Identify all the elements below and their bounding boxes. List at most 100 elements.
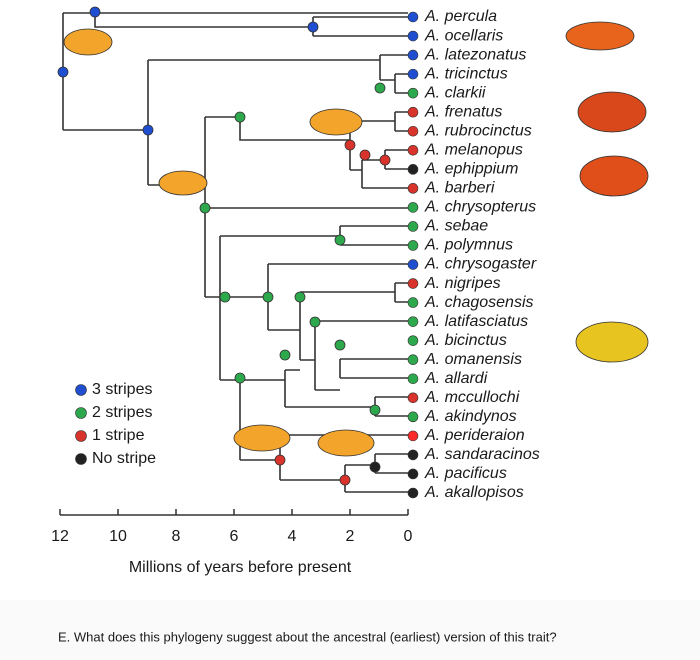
legend-dot — [75, 430, 87, 442]
tick-label: 0 — [404, 528, 413, 545]
node-dot — [309, 316, 321, 328]
tip-dot — [407, 297, 419, 308]
tip-label: A. sandaracinos — [424, 446, 540, 463]
tip-label: A. mccullochi — [424, 389, 520, 406]
node-dot — [234, 111, 246, 123]
legend-label: No stripe — [92, 450, 156, 467]
tip-label: A. nigripes — [424, 275, 501, 292]
tip-label: A. ephippium — [424, 161, 518, 178]
tip-dot — [407, 392, 419, 404]
tip-label: A. sebae — [424, 218, 488, 235]
tip-label: A. chrysogaster — [424, 256, 537, 273]
fish-icon — [309, 108, 363, 136]
tip-label: A. latifasciatus — [424, 313, 528, 330]
legend-label: 2 stripes — [92, 404, 152, 421]
fish-photo — [575, 321, 649, 363]
tip-dot — [407, 449, 419, 461]
node-dot — [279, 349, 291, 361]
tip-dot — [407, 259, 419, 270]
tick-label: 6 — [230, 528, 239, 545]
tip-label: A. pacificus — [424, 465, 507, 482]
node-dot — [339, 474, 351, 486]
question-area — [0, 600, 700, 660]
tip-label: A. chrysopterus — [424, 199, 536, 216]
node-dot — [274, 454, 286, 466]
tip-label: A. rubrocinctus — [424, 122, 532, 139]
tick-label: 8 — [172, 528, 181, 545]
node-dot — [369, 461, 381, 473]
tip-label: A. perideraion — [424, 427, 525, 444]
tip-dot — [407, 373, 419, 385]
tip-label: A. bicinctus — [424, 332, 507, 349]
tip-label: A. percula — [424, 8, 497, 25]
legend-dot — [75, 453, 87, 465]
node-dot — [359, 149, 371, 161]
tip-label: A. frenatus — [424, 103, 502, 120]
legend-label: 1 stripe — [92, 427, 145, 444]
fish-icon — [233, 424, 291, 452]
tip-label: A. ocellaris — [424, 27, 503, 44]
tick-label: 4 — [288, 528, 297, 545]
tip-dot — [407, 11, 419, 23]
tip-label: A. akallopisos — [424, 484, 524, 501]
node-dot — [234, 372, 246, 384]
node-dot — [199, 202, 211, 214]
node-dot — [89, 6, 101, 18]
tip-dot — [407, 125, 419, 137]
tip-dot — [407, 202, 419, 213]
tip-dot — [407, 335, 419, 346]
node-dot — [262, 291, 274, 303]
tip-dot — [407, 487, 419, 499]
tip-dot — [407, 164, 419, 175]
tip-dot — [407, 354, 419, 366]
legend-dot — [75, 384, 87, 396]
fish-icon — [317, 429, 375, 457]
tip-label: A. polymnus — [424, 237, 513, 254]
tick-label: 10 — [109, 528, 127, 545]
tip-dot — [407, 68, 419, 80]
tip-dot — [407, 106, 419, 118]
tick-label: 2 — [346, 528, 355, 545]
tip-dot — [407, 316, 419, 327]
tip-dot — [407, 144, 419, 156]
node-dot — [57, 66, 69, 78]
tip-label: A. omanensis — [424, 351, 522, 368]
tip-dot — [407, 430, 419, 442]
node-dot — [379, 154, 391, 166]
tip-label: A. akindynos — [424, 408, 517, 425]
fish-photo — [579, 155, 649, 197]
node-dot — [374, 82, 386, 94]
tip-dot — [407, 278, 419, 289]
tip-label: A. latezonatus — [424, 46, 526, 63]
tip-label: A. barberi — [424, 180, 495, 197]
tip-dot — [407, 411, 419, 423]
tip-dot — [407, 183, 419, 194]
tip-label: A. allardi — [424, 370, 488, 387]
axis-label: Millions of years before present — [129, 559, 352, 576]
tip-dot — [407, 87, 419, 99]
tip-label: A. melanopus — [424, 141, 523, 158]
tip-dot — [407, 240, 419, 251]
tip-dot — [407, 49, 419, 61]
fish-icon — [63, 28, 113, 56]
node-dot — [369, 404, 381, 416]
node-dot — [334, 339, 346, 351]
fish-icon — [158, 170, 208, 196]
node-dot — [294, 291, 306, 303]
node-dot — [307, 21, 319, 33]
node-dot — [219, 291, 231, 303]
tip-dot — [407, 221, 419, 232]
fish-photo — [565, 21, 635, 51]
question: E. What does this phylogeny suggest abou… — [58, 629, 557, 644]
node-dots — [57, 6, 391, 486]
node-dot — [344, 139, 356, 151]
tip-label: A. clarkii — [424, 84, 486, 101]
node-dot — [142, 124, 154, 136]
tick-label: 12 — [51, 528, 69, 545]
fish-photo — [577, 91, 647, 133]
tip-label: A. chagosensis — [424, 294, 534, 311]
tip-dot — [407, 30, 419, 42]
legend-label: 3 stripes — [92, 381, 152, 398]
tip-label: A. tricinctus — [424, 65, 508, 82]
